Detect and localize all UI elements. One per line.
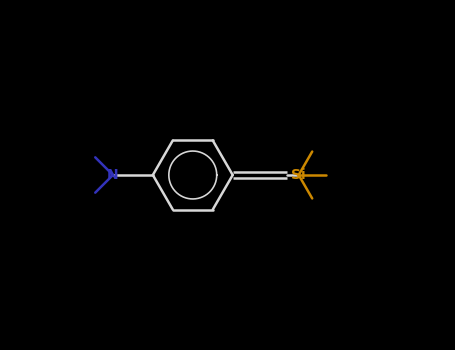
Text: Si: Si [291, 168, 306, 182]
Text: N: N [107, 168, 119, 182]
